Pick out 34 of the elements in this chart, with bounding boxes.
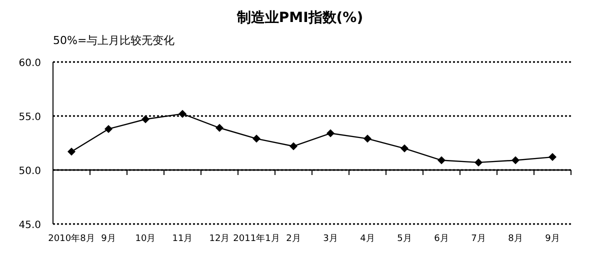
x-tick-label: 2月 (286, 234, 301, 244)
point (216, 124, 224, 132)
point (178, 110, 186, 118)
x-tick-label: 4月 (360, 234, 375, 244)
x-tick-label: 2010年8月 (48, 233, 95, 244)
text: 50%=与上月比较无变化 (53, 34, 175, 47)
point (68, 148, 76, 156)
y-tick-label: 55.0 (18, 112, 41, 123)
x-tick-label: 6月 (434, 234, 449, 244)
point (326, 129, 334, 138)
point (438, 156, 446, 164)
x-tick-label: 7月 (471, 234, 486, 244)
y-tick-label: 45.0 (18, 220, 41, 231)
point (290, 142, 298, 150)
x-tick-label: 2011年1月 (233, 233, 280, 244)
point (104, 124, 112, 133)
point (548, 153, 556, 162)
x-tick-label: 9月 (545, 234, 560, 244)
x-tick-label: 12月 (209, 234, 230, 244)
x-tick-label: 5月 (397, 234, 412, 244)
point (364, 134, 372, 143)
point (252, 134, 260, 143)
x-tick-label: 8月 (508, 234, 523, 244)
chart-title: 制造业PMI指数(%) (236, 10, 364, 26)
point (474, 158, 482, 166)
x-tick-label: 9月 (101, 234, 116, 244)
point (142, 115, 150, 124)
point (512, 156, 520, 164)
point (400, 144, 408, 152)
x-tick-label: 3月 (323, 234, 338, 244)
x-tick-label: 10月 (135, 234, 156, 244)
x-tick-label: 11月 (172, 234, 193, 244)
y-tick-label: 60.0 (18, 58, 41, 69)
y-tick-label: 50.0 (18, 166, 41, 177)
